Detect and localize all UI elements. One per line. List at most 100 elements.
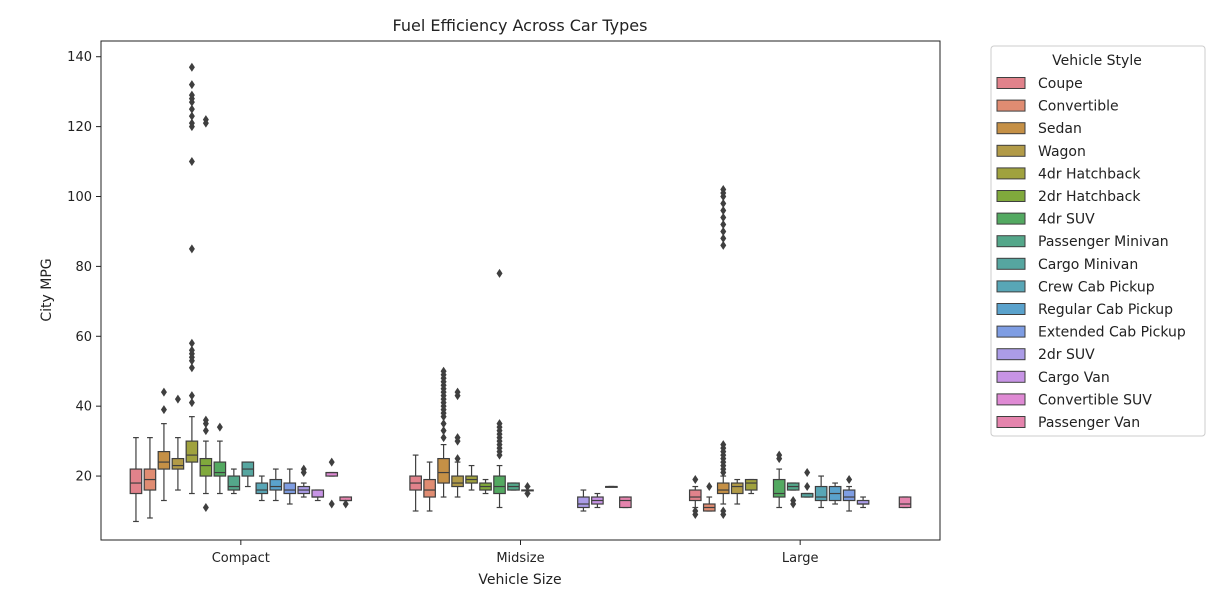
x-tick-label: Midsize [496,551,544,566]
outlier-point [440,419,447,429]
box-passenger-minivan-midsize [507,482,520,491]
legend-title: Vehicle Style [1052,53,1142,69]
outlier-point [804,468,811,478]
outlier-point [188,338,195,348]
x-axis: Compact Midsize Large [212,540,819,566]
legend-swatch [996,393,1026,406]
box-body [227,475,241,491]
x-tick-label: Large [782,551,819,566]
legend-label: 4dr SUV [1038,212,1095,228]
legend-item-wagon: Wagon [996,144,1086,160]
outlier-point [174,394,181,404]
box-sedan-compact [157,387,171,502]
legend-swatch [996,370,1026,383]
legend-item-cargo-van: Cargo Van [996,370,1110,386]
box-coupe-large [688,475,702,519]
box-body [171,457,185,470]
outlier-point [188,104,195,114]
box-body [577,496,590,509]
box-4dr-suv-compact [213,422,227,495]
legend-label: Cargo Minivan [1038,257,1138,273]
outlier-point [188,157,195,167]
x-tick-label: Compact [212,551,270,566]
box-cargo-van-midsize [591,492,604,509]
legend-label: 2dr Hatchback [1038,189,1141,205]
box-body [898,496,912,509]
outlier-point [692,506,699,516]
legend-label: Passenger Minivan [1038,234,1169,250]
outlier-point [524,489,531,499]
box-passenger-van-midsize [619,496,632,509]
outlier-point [300,464,307,474]
box-coupe-midsize [409,454,422,512]
legend-item-4dr-hatchback: 4dr Hatchback [996,166,1141,182]
box-regular-cab-pickup-compact [269,468,283,502]
legend-swatch [996,167,1026,180]
legend-frame [990,45,1206,437]
outlier-point [496,419,503,429]
legend-item-convertible-suv: Convertible SUV [996,392,1152,408]
outlier-point [160,405,167,415]
y-axis-label: City MPG [39,258,55,321]
plot-frame [100,40,941,541]
legend-item-coupe: Coupe [996,76,1083,92]
legend-label: Wagon [1038,144,1086,160]
legend-item-convertible: Convertible [996,99,1119,115]
box-body [283,482,297,495]
outlier-point [720,506,727,516]
legend-label: Coupe [1038,76,1083,92]
legend-item-passenger-van: Passenger Van [996,415,1140,431]
box-2dr-suv-midsize [577,489,590,512]
box-extended-cab-pickup-compact [283,468,297,505]
legend-label: Passenger Van [1038,415,1140,431]
box-passenger-minivan-large [786,482,800,509]
outlier-point [202,115,209,125]
outlier-point [188,118,195,128]
outlier-point [188,80,195,90]
box-body [255,482,269,495]
box-2dr-suv-large [856,496,870,509]
legend-item-crew-cab-pickup: Crew Cab Pickup [996,279,1155,295]
box-body [772,478,786,498]
outlier-point [160,387,167,397]
y-tick-label: 100 [67,190,92,205]
outlier-point [776,450,783,460]
box-crew-cab-pickup-compact [255,475,269,502]
legend-label: Sedan [1038,121,1082,137]
outlier-point [790,496,797,506]
box-body [157,450,171,470]
outlier-point [440,426,447,436]
outlier-point [202,503,209,513]
legend-item-regular-cab-pickup: Regular Cab Pickup [996,302,1173,318]
legend-swatch [996,122,1026,135]
legend-swatch [996,77,1026,89]
box-body [730,482,744,495]
box-body [213,461,227,477]
legend-swatch [996,257,1026,270]
box-cargo-minivan-compact [241,461,255,488]
outlier-point [440,433,447,443]
outlier-point [720,440,727,450]
box-cargo-van-compact [311,489,325,502]
box-cargo-minivan-large [800,468,814,498]
box-4dr-hatchback-midsize [465,464,478,491]
outlier-point [804,482,811,492]
box-crew-cab-pickup-large [814,475,828,509]
legend-swatch [996,144,1026,157]
box-4dr-suv-large [772,450,786,509]
y-tick-label: 40 [75,400,92,415]
box-regular-cab-pickup-large [828,482,842,505]
outlier-point [188,398,195,408]
box-body [437,457,450,484]
legend-item-2dr-hatchback: 2dr Hatchback [996,189,1141,205]
box-body [744,478,758,491]
outlier-point [706,482,713,492]
legend-label: 4dr Hatchback [1038,166,1141,182]
legend: Vehicle Style Coupe Convertible Sedan Wagon… [990,45,1206,437]
outlier-point [720,219,727,229]
box-body [185,440,199,463]
box-body [269,478,283,491]
outlier-point [524,482,531,492]
outlier-point [188,363,195,373]
